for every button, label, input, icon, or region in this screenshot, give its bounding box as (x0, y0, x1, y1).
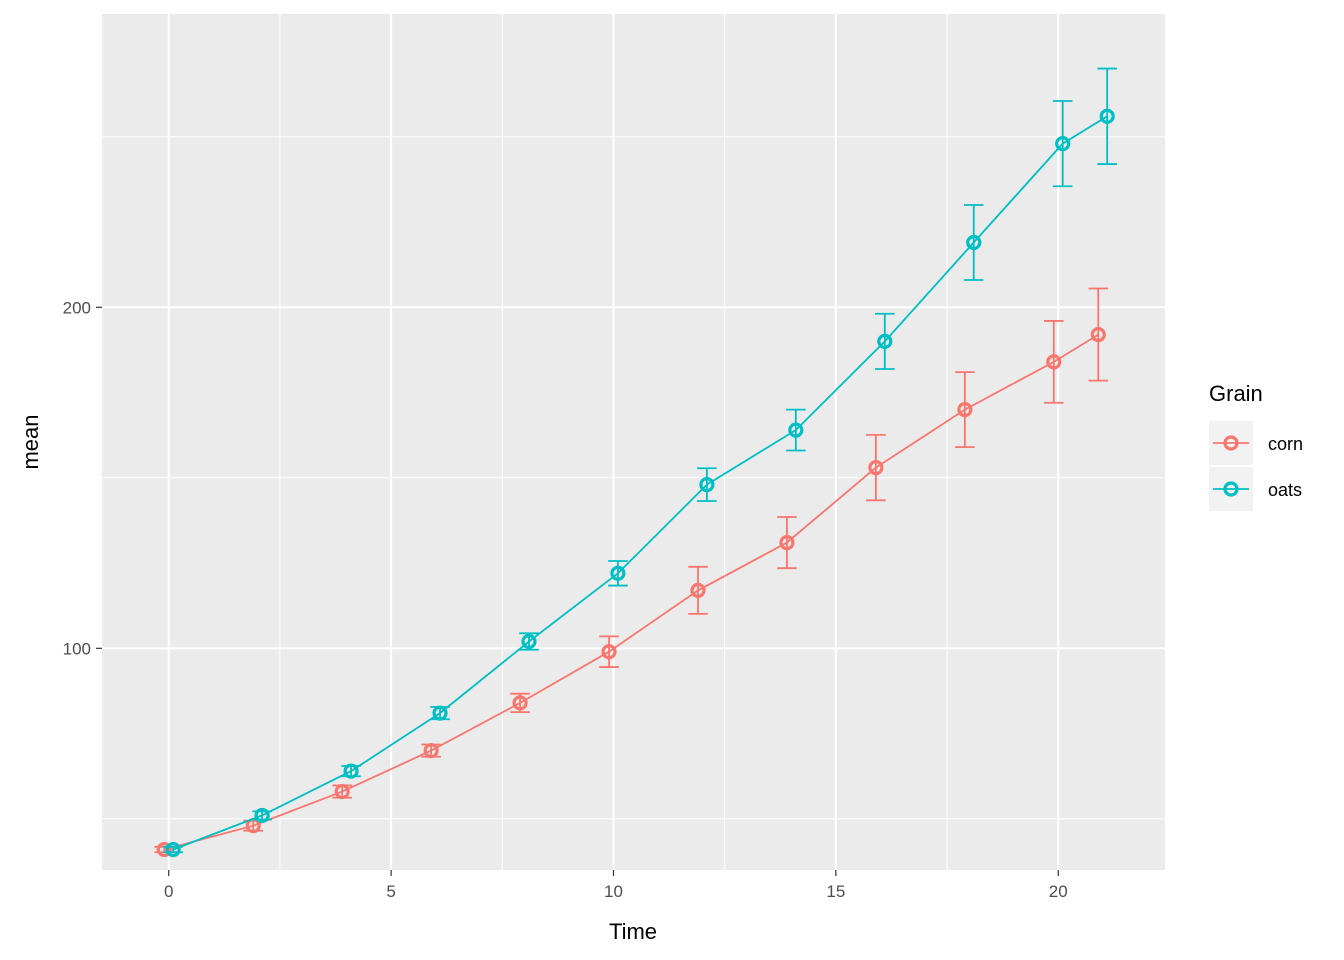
point-oats (966, 234, 982, 251)
point-corn (868, 459, 884, 476)
legend-key-point-corn (1223, 435, 1239, 451)
legend-label-corn: corn (1268, 434, 1303, 454)
point-oats (1099, 108, 1115, 124)
legend-key-point-oats (1223, 481, 1239, 497)
y-axis: 100 200 (63, 298, 102, 658)
series-oats (163, 67, 1117, 858)
plot-background (102, 14, 1165, 870)
point-corn (423, 743, 439, 759)
line-corn (164, 333, 1099, 851)
point-corn (690, 582, 706, 598)
x-axis-title: Time (609, 919, 657, 944)
grid-minor (102, 14, 1165, 870)
point-oats (788, 422, 804, 438)
point-oats (877, 333, 893, 349)
point-corn (1090, 326, 1106, 343)
point-oats (610, 565, 626, 581)
legend-title: Grain (1209, 381, 1263, 406)
legend: Grain corn oats (1209, 381, 1303, 511)
point-oats (432, 705, 448, 721)
point-corn (957, 402, 973, 418)
y-tick-label: 200 (63, 298, 91, 317)
point-corn (334, 783, 350, 800)
point-oats (521, 633, 537, 650)
legend-label-oats: oats (1268, 480, 1302, 500)
x-tick-label: 5 (386, 882, 395, 901)
x-tick-label: 15 (826, 882, 845, 901)
point-corn (512, 695, 528, 711)
point-corn (156, 841, 172, 858)
point-corn (601, 644, 617, 660)
x-axis: 0 5 10 15 20 (164, 870, 1068, 901)
series-layer (154, 67, 1117, 858)
point-oats (1055, 135, 1071, 152)
series-corn (154, 287, 1109, 858)
y-axis-title: mean (18, 414, 43, 469)
point-corn (779, 535, 795, 551)
grid-major (102, 14, 1165, 870)
y-tick-label: 100 (63, 639, 91, 658)
x-tick-label: 10 (604, 882, 623, 901)
point-oats (343, 763, 359, 779)
x-tick-label: 0 (164, 882, 173, 901)
point-corn (1046, 354, 1062, 370)
point-oats (699, 477, 715, 493)
point-oats (254, 807, 270, 824)
line-oats (172, 115, 1108, 851)
point-oats (165, 841, 181, 858)
x-tick-label: 20 (1049, 882, 1068, 901)
